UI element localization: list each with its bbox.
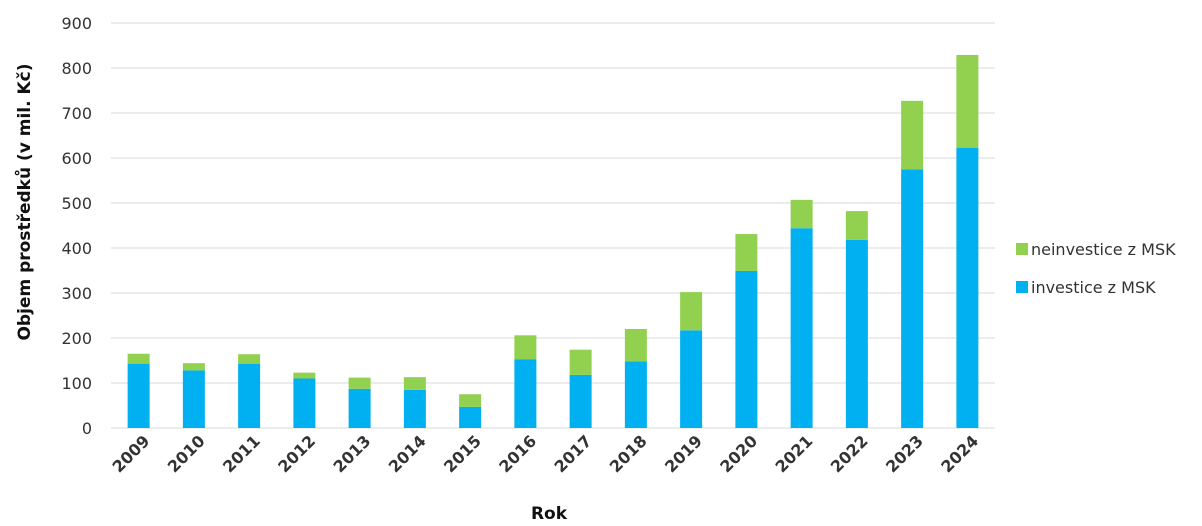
bar-2012-investice-z-MSK bbox=[293, 378, 316, 428]
x-tick-label: 2016 bbox=[495, 431, 540, 476]
bar-2018-investice-z-MSK bbox=[624, 361, 647, 428]
bar-2009-neinvestice-z-MSK bbox=[127, 353, 150, 364]
bar-2014-neinvestice-z-MSK bbox=[403, 377, 426, 390]
x-tick-label: 2017 bbox=[551, 431, 596, 476]
y-tick-label: 500 bbox=[61, 194, 92, 213]
y-tick-label: 600 bbox=[61, 149, 92, 168]
bar-2022-neinvestice-z-MSK bbox=[845, 211, 868, 240]
y-tick-label: 400 bbox=[61, 239, 92, 258]
bar-2019-investice-z-MSK bbox=[680, 330, 703, 428]
bar-2021-neinvestice-z-MSK bbox=[790, 199, 813, 229]
x-tick-label: 2021 bbox=[772, 431, 817, 476]
legend-label: investice z MSK bbox=[1031, 278, 1156, 297]
x-tick-label: 2020 bbox=[716, 431, 761, 476]
bar-2024-investice-z-MSK bbox=[956, 147, 979, 428]
bar-2014-investice-z-MSK bbox=[403, 389, 426, 428]
x-tick-label: 2011 bbox=[219, 431, 264, 476]
bar-2020-neinvestice-z-MSK bbox=[735, 234, 758, 271]
x-tick-label: 2015 bbox=[440, 431, 485, 476]
bar-2023-neinvestice-z-MSK bbox=[901, 100, 924, 170]
bar-2016-investice-z-MSK bbox=[514, 359, 537, 428]
x-tick-label: 2018 bbox=[606, 431, 651, 476]
x-tick-label: 2009 bbox=[109, 431, 154, 476]
bar-2022-investice-z-MSK bbox=[845, 239, 868, 428]
legend-label: neinvestice z MSK bbox=[1031, 240, 1176, 259]
bar-2010-neinvestice-z-MSK bbox=[182, 363, 205, 371]
bar-2012-neinvestice-z-MSK bbox=[293, 372, 316, 379]
bar-2019-neinvestice-z-MSK bbox=[680, 292, 703, 331]
y-tick-label: 300 bbox=[61, 284, 92, 303]
x-tick-label: 2013 bbox=[330, 431, 375, 476]
x-tick-label: 2014 bbox=[385, 431, 430, 476]
bar-2011-neinvestice-z-MSK bbox=[238, 354, 261, 364]
bar-2020-investice-z-MSK bbox=[735, 270, 758, 428]
y-tick-label: 100 bbox=[61, 374, 92, 393]
y-tick-label: 800 bbox=[61, 59, 92, 78]
bars bbox=[127, 54, 979, 428]
y-tick-label: 900 bbox=[61, 14, 92, 33]
bar-2011-investice-z-MSK bbox=[238, 363, 261, 428]
y-tick-label: 200 bbox=[61, 329, 92, 348]
legend: neinvestice z MSK investice z MSK bbox=[1016, 240, 1176, 297]
x-tick-label: 2023 bbox=[882, 431, 927, 476]
bar-2017-neinvestice-z-MSK bbox=[569, 349, 592, 375]
bar-2017-investice-z-MSK bbox=[569, 374, 592, 428]
bar-2016-neinvestice-z-MSK bbox=[514, 335, 537, 360]
y-axis-title: Objem prostředků (v mil. Kč) bbox=[13, 63, 35, 340]
bar-2009-investice-z-MSK bbox=[127, 363, 150, 428]
x-axis-ticks: 2009 2010 2011 2012 2013 2014 2015 2016 2017 2018… bbox=[109, 431, 983, 476]
x-tick-label: 2022 bbox=[827, 431, 872, 476]
bar-2015-investice-z-MSK bbox=[459, 406, 482, 428]
bar-2013-investice-z-MSK bbox=[348, 388, 371, 428]
bar-2015-neinvestice-z-MSK bbox=[459, 394, 482, 407]
legend-swatch bbox=[1016, 281, 1028, 293]
y-axis-ticks: 0 100 200 300 400 500 600 700 800 900 bbox=[61, 14, 92, 438]
x-tick-label: 2012 bbox=[274, 431, 319, 476]
bar-2024-neinvestice-z-MSK bbox=[956, 54, 979, 148]
bar-2013-neinvestice-z-MSK bbox=[348, 377, 371, 389]
x-tick-label: 2024 bbox=[937, 431, 982, 476]
bar-2021-investice-z-MSK bbox=[790, 228, 813, 428]
bar-2018-neinvestice-z-MSK bbox=[624, 329, 647, 362]
y-tick-label: 0 bbox=[82, 419, 92, 438]
bar-2023-investice-z-MSK bbox=[901, 169, 924, 428]
x-tick-label: 2010 bbox=[164, 431, 209, 476]
y-tick-label: 700 bbox=[61, 104, 92, 123]
x-axis-title: Rok bbox=[531, 504, 568, 524]
x-tick-label: 2019 bbox=[661, 431, 706, 476]
bar-2010-investice-z-MSK bbox=[182, 370, 205, 428]
legend-swatch bbox=[1016, 243, 1028, 255]
